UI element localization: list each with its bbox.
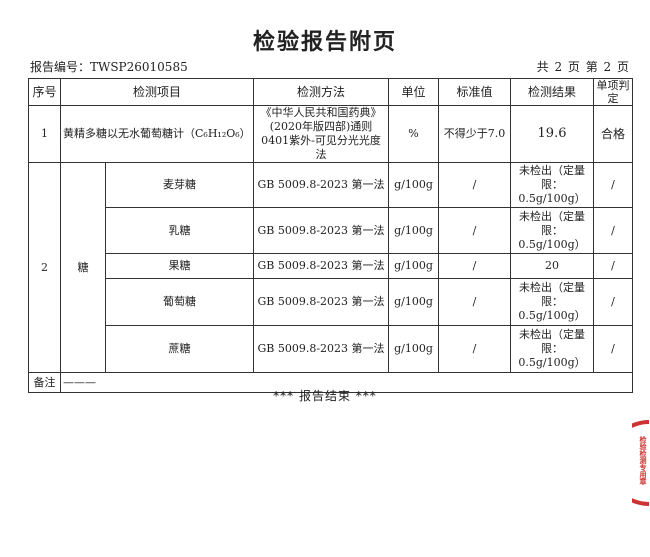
remarks-row: 备注 ——— — [28, 372, 634, 393]
cell-unit: g/100g — [388, 207, 440, 254]
cell-method: 《中华人民共和国药典》(2020年版四部)通则0401紫外-可见分光光度法 — [253, 105, 390, 163]
cell-standard: / — [438, 207, 512, 254]
cell-standard: / — [438, 278, 512, 326]
table-row: 葡萄糖 GB 5009.8-2023 第一法 g/100g / 未检出（定量限：… — [29, 278, 634, 326]
cell-judgement: / — [593, 207, 634, 254]
report-number: 报告编号：TWSP26010585 — [30, 60, 188, 74]
header-cell: 标准值 — [438, 78, 512, 106]
cell-method: GB 5009.8-2023 第一法 — [253, 325, 390, 373]
cell-item: 乳糖 — [104, 207, 255, 254]
cell-item: 麦芽糖 — [104, 162, 255, 208]
cell-no: 2 — [28, 162, 61, 373]
cell-group: 糖 — [60, 162, 106, 373]
cell-result: 未检出（定量限：0.5g/100g） — [510, 325, 595, 373]
cell-method: GB 5009.8-2023 第一法 — [253, 207, 390, 254]
cell-item: 果糖 — [104, 253, 255, 279]
seal-text: 检验检测专用章 — [639, 436, 648, 485]
remarks-value: ——— — [59, 372, 634, 393]
cell-result: 20 — [510, 253, 595, 279]
cell-method: GB 5009.8-2023 第一法 — [253, 278, 390, 326]
header-cell: 检测结果 — [510, 78, 595, 106]
cell-standard: / — [438, 162, 512, 208]
official-seal-stamp: 检验检测专用章 — [632, 420, 650, 506]
cell-method: GB 5009.8-2023 第一法 — [253, 253, 390, 279]
cell-judgement: 合格 — [593, 105, 634, 163]
cell-unit: g/100g — [388, 325, 440, 373]
cell-unit: g/100g — [388, 253, 440, 279]
table-row: 1 黄精多糖以无水葡萄糖计（C₆H₁₂O₆） 《中华人民共和国药典》(2020年… — [28, 105, 634, 163]
remarks-label: 备注 — [28, 372, 61, 393]
table-row: 蔗糖 GB 5009.8-2023 第一法 g/100g / 未检出（定量限：0… — [29, 325, 634, 373]
header-cell: 检测项目 — [59, 78, 255, 106]
header-cell: 单位 — [388, 78, 440, 106]
results-table: 序号 检测项目 检测方法 单位 标准值 检测结果 单项判定 1 黄精多糖以无水葡… — [28, 78, 634, 393]
header-cell: 单项判定 — [593, 78, 634, 106]
cell-judgement: / — [593, 325, 634, 373]
header-row: 序号 检测项目 检测方法 单位 标准值 检测结果 单项判定 — [28, 78, 634, 106]
cell-method: GB 5009.8-2023 第一法 — [253, 162, 390, 208]
page-title: 检验报告附页 — [252, 29, 397, 55]
page-info: 共 2 页 第 2 页 — [536, 60, 630, 74]
cell-result: 未检出（定量限：0.5g/100g） — [510, 207, 595, 254]
cell-item: 葡萄糖 — [104, 278, 255, 326]
cell-standard: / — [438, 253, 512, 279]
header-cell: 序号 — [28, 78, 61, 106]
cell-unit: % — [388, 105, 440, 163]
cell-judgement: / — [593, 253, 634, 279]
table-row: 果糖 GB 5009.8-2023 第一法 g/100g / 20 / — [29, 253, 634, 279]
cell-standard: / — [438, 325, 512, 373]
header-cell: 检测方法 — [253, 78, 390, 106]
report-end: *** 报告结束 *** — [273, 389, 377, 403]
table-row: 2 糖 麦芽糖 GB 5009.8-2023 第一法 g/100g / 未检出（… — [28, 162, 634, 373]
cell-unit: g/100g — [388, 162, 440, 208]
cell-item: 蔗糖 — [104, 325, 255, 373]
cell-judgement: / — [593, 162, 634, 208]
cell-no: 1 — [28, 105, 61, 163]
cell-item: 黄精多糖以无水葡萄糖计（C₆H₁₂O₆） — [59, 105, 255, 163]
cell-result: 19.6 — [510, 105, 595, 163]
cell-unit: g/100g — [388, 278, 440, 326]
cell-result: 未检出（定量限：0.5g/100g） — [510, 162, 595, 208]
table-row: 乳糖 GB 5009.8-2023 第一法 g/100g / 未检出（定量限：0… — [29, 207, 634, 254]
cell-result: 未检出（定量限：0.5g/100g） — [510, 278, 595, 326]
cell-judgement: / — [593, 278, 634, 326]
cell-standard: 不得少于7.0 — [438, 105, 512, 163]
